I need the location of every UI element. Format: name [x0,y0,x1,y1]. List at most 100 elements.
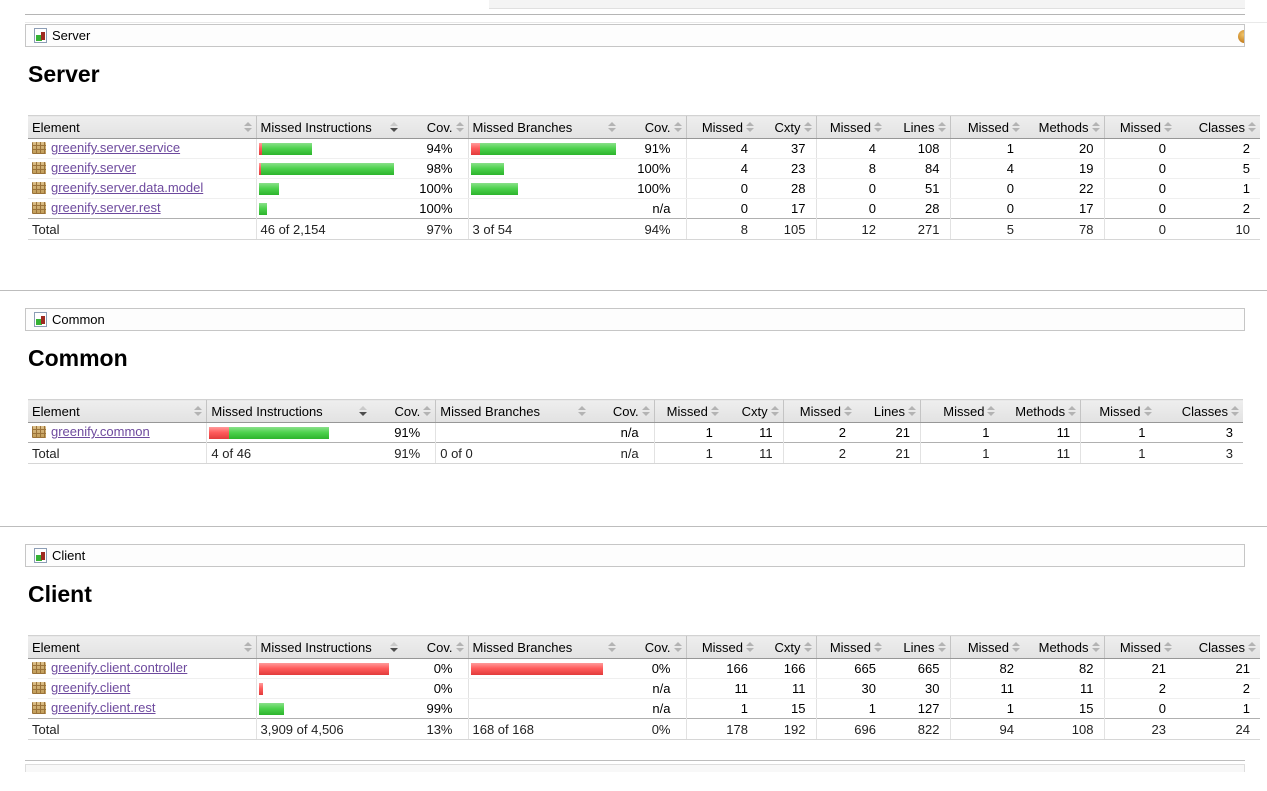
column-header-classes-12[interactable]: Classes [1155,399,1243,423]
sort-icon[interactable] [243,642,252,652]
sort-icon[interactable] [1068,406,1077,416]
sessions-icon[interactable] [1238,30,1244,43]
sort-icon[interactable] [803,122,812,132]
element-link[interactable]: greenify.server [51,160,137,176]
element-link[interactable]: greenify.client.rest [51,700,156,716]
element-cell: greenify.client.controller [28,658,256,679]
column-header-lines-8[interactable]: Lines [886,635,950,659]
column-header-classes-12[interactable]: Classes [1176,115,1260,139]
column-header-methods-10[interactable]: Methods [999,399,1081,423]
column-header-missed-7[interactable]: Missed [815,635,886,659]
column-header-lines-8[interactable]: Lines [855,399,921,423]
sort-icon[interactable] [1231,406,1239,416]
sort-icon[interactable] [803,642,812,652]
sort-icon[interactable] [1143,406,1152,416]
element-link[interactable]: greenify.server.rest [51,200,161,216]
sort-icon[interactable] [194,406,203,416]
column-header-classes-12[interactable]: Classes [1176,635,1260,659]
column-header-missed-11[interactable]: Missed [1103,115,1176,139]
column-header-cov--2[interactable]: Cov. [402,635,468,659]
column-label: Missed Branches [440,403,540,419]
column-header-missed-11[interactable]: Missed [1103,635,1176,659]
sort-icon[interactable] [1164,642,1172,652]
sort-icon[interactable] [608,642,616,652]
metric-cell: 0 [949,178,1024,199]
metric-cell: 8 [815,158,886,179]
sort-icon[interactable] [987,406,996,416]
column-header-cov--2[interactable]: Cov. [402,115,468,139]
total-branch-coverage-cell: n/a [589,442,655,464]
column-header-missed-instructions-1[interactable]: Missed Instructions [206,399,372,423]
column-header-cxty-6[interactable]: Cxty [758,115,816,139]
column-header-lines-8[interactable]: Lines [886,115,950,139]
column-header-element-0[interactable]: Element [28,399,207,423]
package-icon [32,181,46,194]
column-header-cov--4[interactable]: Cov. [620,635,686,659]
sort-icon[interactable] [874,122,882,132]
sort-icon[interactable] [390,642,398,652]
column-label: Cov. [612,403,639,419]
sort-icon[interactable] [1012,122,1020,132]
breadcrumb-label: Server [52,28,91,43]
sort-icon[interactable] [455,122,464,132]
column-header-element-0[interactable]: Element [28,635,256,659]
element-link[interactable]: greenify.server.data.model [51,180,204,196]
sort-icon[interactable] [423,406,432,416]
element-link[interactable]: greenify.common [51,424,150,440]
sort-icon[interactable] [608,122,616,132]
column-header-missed-branches-3[interactable]: Missed Branches [467,635,620,659]
sort-icon[interactable] [673,642,682,652]
column-header-missed-5[interactable]: Missed [653,399,723,423]
sort-icon[interactable] [359,406,368,416]
column-header-missed-branches-3[interactable]: Missed Branches [467,115,620,139]
sort-icon[interactable] [937,642,946,652]
sort-icon[interactable] [455,642,464,652]
column-header-missed-11[interactable]: Missed [1080,399,1156,423]
column-header-cxty-6[interactable]: Cxty [722,399,784,423]
column-label: Missed [829,119,871,135]
sort-icon[interactable] [1091,122,1100,132]
column-header-element-0[interactable]: Element [28,115,256,139]
sort-icon[interactable] [1248,122,1256,132]
column-header-missed-9[interactable]: Missed [919,399,1000,423]
sort-icon[interactable] [1248,642,1256,652]
column-header-missed-7[interactable]: Missed [815,115,886,139]
sort-icon[interactable] [673,122,682,132]
column-header-cov--2[interactable]: Cov. [371,399,436,423]
sort-icon[interactable] [1164,122,1172,132]
sort-icon[interactable] [907,406,916,416]
sort-icon[interactable] [770,406,779,416]
column-header-missed-5[interactable]: Missed [685,115,758,139]
element-link[interactable]: greenify.client [51,680,131,696]
sort-icon[interactable] [641,406,650,416]
column-label: Classes [1198,639,1245,655]
sort-icon[interactable] [710,406,719,416]
column-header-missed-9[interactable]: Missed [949,115,1024,139]
sort-icon[interactable] [843,406,852,416]
sort-icon[interactable] [1091,642,1100,652]
sort-up-arrow [390,122,398,126]
column-header-cov--4[interactable]: Cov. [589,399,655,423]
column-header-missed-7[interactable]: Missed [782,399,856,423]
column-header-methods-10[interactable]: Methods [1024,635,1104,659]
column-header-cxty-6[interactable]: Cxty [758,635,816,659]
column-header-methods-10[interactable]: Methods [1024,115,1104,139]
column-header-missed-instructions-1[interactable]: Missed Instructions [255,635,402,659]
sort-icon[interactable] [390,122,398,132]
element-link[interactable]: greenify.client.controller [51,660,188,676]
sort-icon[interactable] [577,406,586,416]
sort-icon[interactable] [243,122,252,132]
column-header-cov--4[interactable]: Cov. [620,115,686,139]
element-link[interactable]: greenify.server.service [51,140,181,156]
sort-icon[interactable] [937,122,946,132]
column-header-missed-5[interactable]: Missed [685,635,758,659]
sort-icon[interactable] [746,122,754,132]
column-header-missed-instructions-1[interactable]: Missed Instructions [255,115,402,139]
total-instruction-coverage-cell: 97% [402,218,468,240]
sort-icon[interactable] [746,642,754,652]
sort-icon[interactable] [874,642,882,652]
sort-up-arrow [987,406,996,410]
column-header-missed-9[interactable]: Missed [949,635,1024,659]
sort-icon[interactable] [1012,642,1020,652]
column-header-missed-branches-3[interactable]: Missed Branches [435,399,590,423]
